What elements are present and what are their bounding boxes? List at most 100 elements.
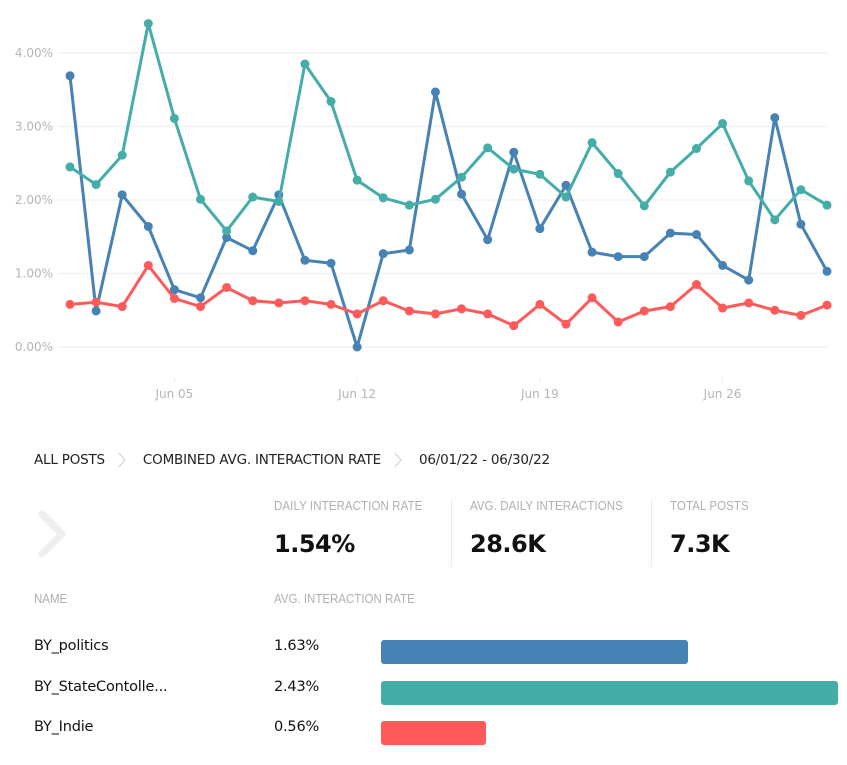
x-axis: Jun 05 Jun 12 Jun 19 Jun 26 xyxy=(154,377,742,401)
row-name: BY_politics xyxy=(34,638,109,654)
table-row[interactable]: BY_StateContolle... 2.43% xyxy=(0,675,847,705)
y-tick-label: 1.00% xyxy=(15,267,53,281)
data-point xyxy=(535,224,545,234)
data-point xyxy=(222,232,232,242)
row-rate: 1.63% xyxy=(274,638,320,654)
data-point xyxy=(248,192,258,202)
data-point xyxy=(143,260,153,270)
data-point xyxy=(691,280,701,290)
data-point xyxy=(91,306,101,316)
data-point xyxy=(378,249,388,259)
data-point xyxy=(117,302,127,312)
data-point xyxy=(796,310,806,320)
data-point xyxy=(691,230,701,240)
data-point xyxy=(196,194,206,204)
data-point xyxy=(509,147,519,157)
date-range[interactable]: 06/01/22 - 06/30/22 xyxy=(418,452,550,468)
grid-lines xyxy=(58,52,828,348)
data-point xyxy=(143,221,153,231)
data-point xyxy=(65,162,75,172)
data-point xyxy=(718,260,728,270)
data-point xyxy=(535,299,545,309)
row-name: BY_Indie xyxy=(34,719,94,735)
stat-value: 1.54% xyxy=(274,530,355,558)
data-point xyxy=(169,113,179,123)
data-point xyxy=(665,228,675,238)
breadcrumb-combined-rate[interactable]: COMBINED AVG. INTERACTION RATE xyxy=(142,452,381,468)
column-header-rate[interactable]: AVG. INTERACTION RATE xyxy=(274,592,415,606)
column-header-name[interactable]: NAME xyxy=(34,592,68,606)
data-point xyxy=(665,302,675,312)
data-point xyxy=(274,298,284,308)
breadcrumb-all-posts[interactable]: ALL POSTS xyxy=(34,452,105,468)
table-row[interactable]: BY_politics 1.63% xyxy=(0,634,847,664)
series-line xyxy=(68,263,829,328)
series-line xyxy=(68,22,829,233)
y-tick-label: 2.00% xyxy=(15,193,53,207)
data-point xyxy=(744,176,754,186)
data-point xyxy=(326,299,336,309)
data-point xyxy=(352,309,362,319)
stat-divider xyxy=(651,499,652,567)
chevron-right-icon xyxy=(113,450,133,470)
data-point xyxy=(561,319,571,329)
data-point xyxy=(796,185,806,195)
data-point xyxy=(770,305,780,315)
data-point xyxy=(483,309,493,319)
data-point xyxy=(639,201,649,211)
chevron-right-icon xyxy=(389,450,409,470)
stat-total-posts: TOTAL POSTS 7.3K xyxy=(670,499,756,567)
data-point xyxy=(561,192,571,202)
data-point xyxy=(65,299,75,309)
data-point xyxy=(639,306,649,316)
data-point xyxy=(822,300,832,310)
data-point xyxy=(91,297,101,307)
x-tick-label: Jun 19 xyxy=(520,387,559,401)
stat-label: AVG. DAILY INTERACTIONS xyxy=(470,499,623,513)
data-point xyxy=(483,143,493,153)
data-point xyxy=(430,309,440,319)
data-point xyxy=(430,194,440,204)
data-point xyxy=(457,172,467,182)
data-point xyxy=(378,193,388,203)
chevron-right-icon[interactable] xyxy=(34,508,70,560)
data-point xyxy=(613,169,623,179)
series-lines xyxy=(65,19,832,352)
data-point xyxy=(248,296,258,306)
data-point xyxy=(117,190,127,200)
data-point xyxy=(430,87,440,97)
data-point xyxy=(222,226,232,236)
stat-avg-daily-interactions: AVG. DAILY INTERACTIONS 28.6K xyxy=(470,499,636,567)
data-point xyxy=(196,293,206,303)
data-point xyxy=(796,219,806,229)
data-point xyxy=(169,285,179,295)
data-point xyxy=(483,235,493,245)
data-point xyxy=(169,293,179,303)
data-point xyxy=(770,215,780,225)
data-point xyxy=(222,282,232,292)
y-tick-label: 0.00% xyxy=(15,340,53,354)
series-by-statecontolle xyxy=(65,19,832,236)
rate-bar xyxy=(381,681,838,705)
row-rate: 2.43% xyxy=(274,679,320,695)
y-axis: 0.00% 1.00% 2.00% 3.00% 4.00% xyxy=(15,46,53,354)
data-point xyxy=(639,252,649,262)
data-point xyxy=(587,247,597,257)
data-point xyxy=(404,306,414,316)
data-point xyxy=(248,246,258,256)
data-point xyxy=(404,245,414,255)
stat-divider xyxy=(451,499,452,567)
data-point xyxy=(744,275,754,285)
data-point xyxy=(378,296,388,306)
data-point xyxy=(457,189,467,199)
data-point xyxy=(326,97,336,107)
stat-label: DAILY INTERACTION RATE xyxy=(274,499,423,513)
data-point xyxy=(535,169,545,179)
x-tick-label: Jun 12 xyxy=(337,387,376,401)
data-point xyxy=(457,304,467,314)
data-point xyxy=(822,200,832,210)
table-row[interactable]: BY_Indie 0.56% xyxy=(0,715,847,745)
stat-value: 28.6K xyxy=(470,530,546,558)
data-point xyxy=(613,317,623,327)
line-chart: 0.00%1.00%2.00%3.00%4.00% Jun 05 Jun 12 Ju… xyxy=(15,19,832,401)
